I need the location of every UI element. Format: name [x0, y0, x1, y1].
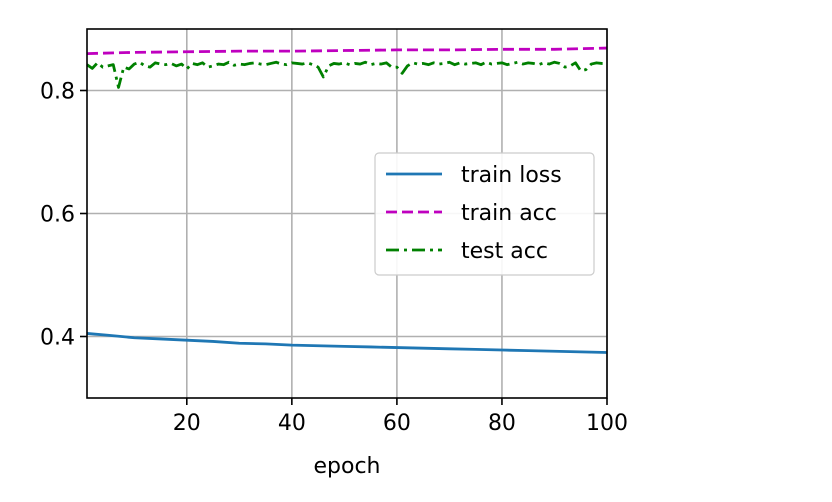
y-tick-label: 0.8	[40, 80, 75, 105]
x-tick-label: 100	[586, 411, 628, 436]
series-line-test-acc	[86, 60, 607, 89]
legend-label: train acc	[461, 201, 557, 226]
legend-box	[374, 152, 595, 276]
series-line-train-loss	[86, 332, 608, 354]
legend-label: test acc	[461, 239, 548, 264]
ticks: 20 40 60 80 100 0.4 0.6 0.8	[40, 80, 628, 437]
series-line-train-acc	[86, 46, 608, 55]
legend: train loss train acc test acc	[374, 152, 595, 276]
y-tick-label: 0.6	[40, 203, 75, 228]
x-tick-label: 40	[278, 411, 306, 436]
x-tick-label: 20	[173, 411, 201, 436]
x-tick-label: 60	[383, 411, 411, 436]
legend-label: train loss	[461, 163, 562, 188]
y-tick-label: 0.4	[40, 326, 75, 351]
x-tick-label: 80	[488, 411, 516, 436]
x-axis-label: epoch	[314, 454, 381, 479]
series-group	[86, 46, 608, 354]
